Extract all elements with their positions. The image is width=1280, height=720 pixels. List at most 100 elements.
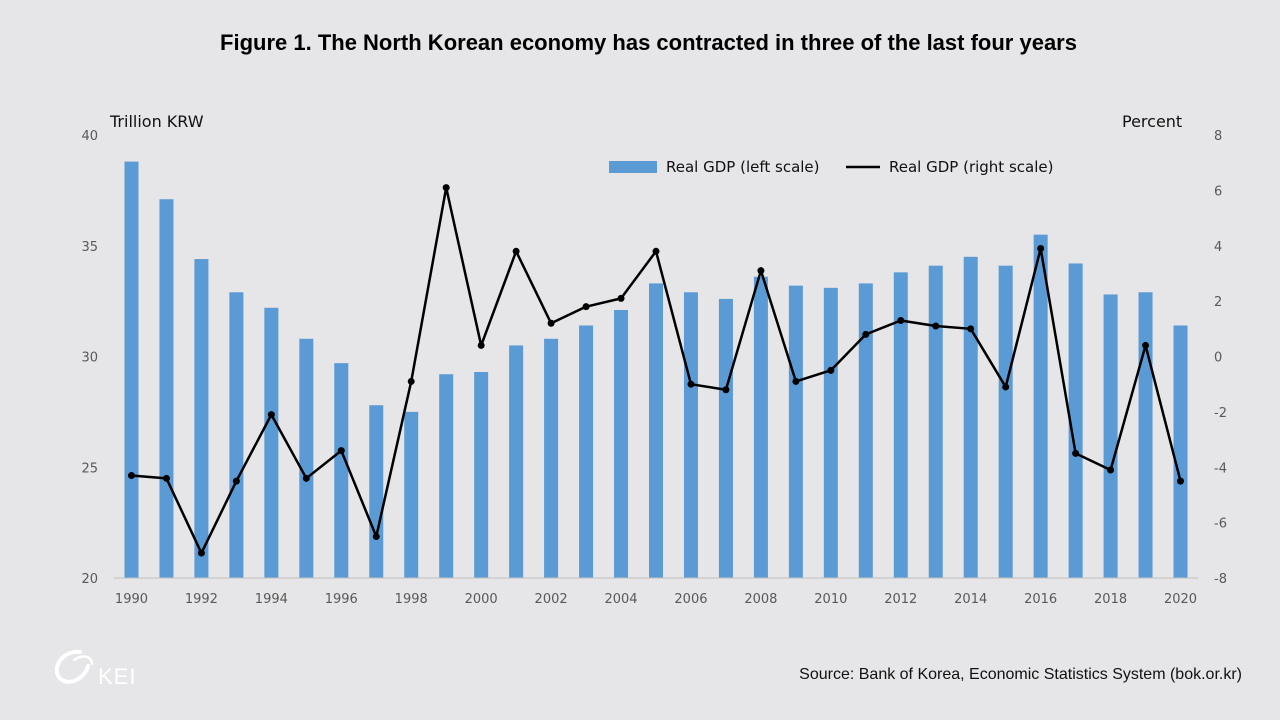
point-2019	[1142, 341, 1150, 349]
bar-2004	[614, 309, 629, 578]
x-tick-label: 2010	[814, 592, 847, 607]
x-tick-label: 2002	[535, 592, 568, 607]
bar-1993	[229, 292, 244, 578]
bar-2014	[963, 256, 978, 578]
bar-1994	[264, 307, 279, 578]
point-2008	[757, 267, 765, 275]
point-2010	[827, 366, 835, 374]
right-tick-label: 4	[1214, 240, 1222, 255]
bar-1991	[159, 199, 174, 579]
point-1994	[267, 411, 275, 419]
axes: 20 25 30 35 40 -8 -6 -4 -2 0 2 4 6 8 1990 1992 1994 1996 1…	[81, 129, 1227, 607]
point-2016	[1037, 245, 1045, 253]
bar-1990	[124, 161, 139, 578]
legend-line-label: Real GDP (right scale)	[889, 158, 1053, 176]
bar-1999	[439, 374, 454, 578]
x-tick-label: 2014	[954, 592, 987, 607]
x-tick-label: 2006	[674, 592, 707, 607]
bar-2006	[683, 292, 698, 578]
x-tick-label: 2004	[604, 592, 637, 607]
point-2013	[932, 322, 940, 330]
bar-2010	[823, 287, 838, 578]
bar-2015	[998, 265, 1013, 578]
right-tick-label: -2	[1214, 406, 1227, 421]
right-tick-label: -4	[1214, 461, 1227, 476]
left-tick-label: 20	[81, 572, 98, 587]
chart-area: 20 25 30 35 40 -8 -6 -4 -2 0 2 4 6 8 1990 1992 1994 1996 1…	[81, 129, 1227, 607]
point-1991	[162, 474, 170, 482]
x-tick-label: 2016	[1024, 592, 1057, 607]
point-2015	[1002, 383, 1010, 391]
x-tick-label: 2012	[884, 592, 917, 607]
line-series	[127, 184, 1185, 557]
bar-2020	[1173, 325, 1188, 578]
bar-2013	[928, 265, 943, 578]
point-2017	[1072, 449, 1080, 457]
point-2003	[582, 303, 590, 311]
bar-2018	[1103, 294, 1118, 578]
point-2018	[1107, 466, 1115, 474]
point-2006	[687, 380, 695, 388]
point-1995	[302, 474, 310, 482]
bar-2008	[753, 276, 768, 578]
bar-1996	[334, 363, 349, 578]
bar-2017	[1068, 263, 1083, 578]
x-tick-label: 1996	[325, 592, 358, 607]
point-1992	[197, 549, 205, 557]
legend: Real GDP (left scale) Real GDP (right sca…	[609, 158, 1053, 176]
source-note: Source: Bank of Korea, Economic Statisti…	[799, 666, 1242, 683]
point-2000	[477, 341, 485, 349]
left-tick-label: 30	[81, 351, 98, 366]
point-1997	[372, 532, 380, 540]
legend-bar-swatch	[609, 161, 657, 173]
kei-logo-icon	[54, 649, 94, 684]
x-tick-label: 1998	[395, 592, 428, 607]
bar-1997	[369, 405, 384, 578]
bar-2016	[1033, 234, 1048, 579]
chart-title: Figure 1. The North Korean economy has c…	[220, 30, 1077, 55]
bar-2007	[718, 298, 733, 578]
point-1999	[442, 184, 450, 192]
point-2011	[862, 330, 870, 338]
point-2009	[792, 377, 800, 385]
point-1993	[232, 477, 240, 485]
x-tick-label: 2018	[1094, 592, 1127, 607]
bar-2012	[893, 272, 908, 578]
x-tick-label: 1990	[115, 592, 148, 607]
left-tick-label: 35	[81, 240, 98, 255]
point-2020	[1177, 477, 1185, 485]
left-tick-label: 40	[81, 129, 98, 144]
bar-1998	[404, 411, 419, 578]
logo-text: KEI	[98, 664, 137, 689]
x-tick-label: 1992	[185, 592, 218, 607]
x-tick-label: 2020	[1164, 592, 1197, 607]
point-2004	[617, 294, 625, 302]
x-tick-label: 2008	[744, 592, 777, 607]
right-tick-label: 6	[1214, 184, 1222, 199]
left-tick-label: 25	[81, 461, 98, 476]
bar-1995	[299, 338, 314, 578]
bar-2009	[788, 285, 803, 578]
point-1990	[127, 472, 135, 480]
bar-2019	[1138, 292, 1153, 578]
bar-2003	[579, 325, 594, 578]
bar-2005	[649, 283, 663, 578]
bar-2002	[544, 338, 559, 578]
right-tick-label: -6	[1214, 517, 1227, 532]
bar-2001	[509, 345, 524, 578]
x-tick-label: 2000	[465, 592, 498, 607]
x-tick-label: 1994	[255, 592, 288, 607]
right-tick-label: 2	[1214, 295, 1222, 310]
point-2002	[547, 319, 555, 327]
right-tick-label: 8	[1214, 129, 1222, 144]
bar-1992	[194, 259, 209, 578]
point-1998	[407, 377, 415, 385]
right-tick-label: -8	[1214, 572, 1227, 587]
point-2012	[897, 317, 905, 325]
right-axis-unit: Percent	[1122, 112, 1183, 131]
point-2001	[512, 247, 520, 255]
legend-bar-label: Real GDP (left scale)	[666, 158, 820, 176]
point-2005	[652, 247, 660, 255]
bar-series	[124, 161, 1188, 579]
bar-2011	[858, 283, 873, 578]
